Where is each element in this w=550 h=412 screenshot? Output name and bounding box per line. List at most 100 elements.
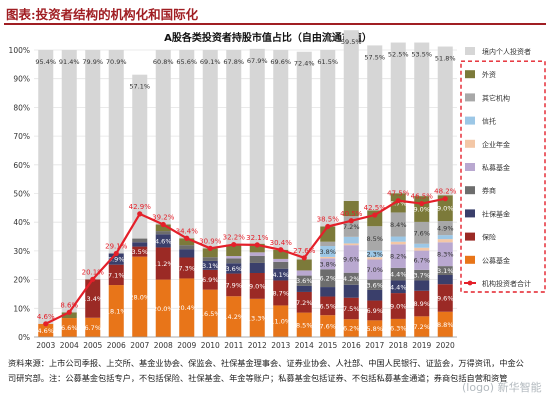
- line-point: [231, 241, 237, 248]
- data-label: 2.3%: [366, 250, 383, 258]
- bar-segment: [249, 255, 265, 263]
- data-label: 3.8%: [319, 260, 336, 268]
- legend-swatch: [465, 186, 475, 195]
- legend-swatch: [465, 163, 475, 171]
- bar-segment: [390, 293, 406, 319]
- data-label: 3.6%: [225, 265, 242, 273]
- data-label: 6.9%: [366, 307, 383, 315]
- data-label: 20.4%: [176, 304, 197, 312]
- bar-segment: [132, 238, 148, 243]
- data-label: 61.5%: [317, 58, 338, 66]
- bar-segment: [273, 280, 289, 306]
- bar-segment: [108, 253, 124, 265]
- line-point: [43, 321, 49, 327]
- line-label: 42.5%: [364, 204, 387, 212]
- line-point: [207, 245, 213, 251]
- bar-segment: [61, 50, 77, 313]
- bar-segment: [38, 50, 54, 324]
- bar-segment: [367, 259, 383, 280]
- line-point: [278, 247, 284, 253]
- data-label: 57.1%: [129, 83, 150, 91]
- line-label: 32.1%: [246, 234, 269, 242]
- data-label: 6.2%: [319, 275, 336, 283]
- bar-segment: [179, 278, 195, 337]
- data-label: 4.2%: [343, 275, 360, 283]
- bar-segment: [296, 270, 312, 276]
- data-label: 11.2%: [153, 260, 174, 268]
- bar-segment: [437, 239, 453, 243]
- y-tick-label: 40%: [13, 218, 30, 227]
- data-label: 4.1%: [272, 271, 289, 279]
- bar-segment: [390, 267, 406, 281]
- legend-swatch: [465, 47, 475, 55]
- y-tick-label: 60%: [13, 161, 30, 170]
- bar-segment: [226, 296, 242, 337]
- legend-label: 其它机构: [482, 93, 510, 102]
- data-label: 20.0%: [153, 305, 174, 313]
- figure-title: 图表:投资者结构的机构化和国际化: [6, 7, 199, 22]
- y-tick-label: 30%: [13, 247, 30, 256]
- data-label: 13.3%: [247, 314, 268, 322]
- bar-segment: [273, 261, 289, 269]
- data-label: 6.9%: [202, 276, 219, 284]
- data-label: 79.9%: [82, 58, 103, 66]
- line-point: [254, 242, 260, 248]
- bar-segment: [296, 51, 312, 260]
- data-label: 3.5%: [131, 248, 148, 256]
- bar-segment: [226, 273, 242, 297]
- bar-segment: [320, 246, 336, 257]
- bar-segment: [320, 315, 336, 337]
- legend: 境内个人投资者外资其它机构信托企业年金私募基金券商社保基金保险公募基金机构投资者…: [460, 47, 546, 293]
- data-label: 95.4%: [35, 58, 56, 66]
- bar-segment: [296, 259, 312, 271]
- bar-segment: [414, 290, 430, 317]
- bar-segment: [249, 272, 265, 299]
- bar-segment: [343, 297, 359, 320]
- bar-segment: [343, 319, 359, 337]
- data-label: 8.8%: [437, 321, 454, 329]
- data-label: 67.9%: [247, 57, 268, 65]
- bar-segment: [273, 258, 289, 262]
- data-label: 7.2%: [296, 299, 313, 307]
- line-label: 27.6%: [293, 247, 316, 255]
- bar-segment: [108, 285, 124, 337]
- data-label: 6.6%: [61, 324, 78, 332]
- line-point: [395, 198, 401, 204]
- bar-segment: [437, 311, 453, 337]
- data-label: 72.4%: [294, 60, 315, 68]
- bar-segment: [414, 280, 430, 291]
- bar-segment: [343, 284, 359, 298]
- line-point: [442, 196, 448, 202]
- data-label: 65.6%: [176, 58, 197, 66]
- bar-segment: [367, 257, 383, 260]
- data-label: 11.0%: [270, 318, 291, 326]
- line-label: 39.2%: [152, 213, 175, 221]
- bar-segment: [414, 42, 430, 197]
- data-label: 7.2%: [413, 323, 430, 331]
- line-point: [90, 276, 96, 282]
- data-label: 8.5%: [366, 235, 383, 243]
- bar-segment: [226, 258, 242, 264]
- bar-segment: [437, 284, 453, 312]
- bar-segment: [202, 248, 218, 258]
- y-tick-label: 100%: [9, 46, 30, 55]
- data-label: 8.7%: [272, 289, 289, 297]
- bar-segment: [296, 312, 312, 337]
- data-label: 7.1%: [108, 271, 125, 279]
- bar-segment: [414, 316, 430, 337]
- x-tick-label: 2016: [342, 341, 361, 350]
- y-tick-label: 10%: [13, 304, 30, 313]
- data-label: 3.1%: [437, 267, 454, 275]
- data-label: 28.0%: [129, 293, 150, 301]
- bar-segment: [390, 318, 406, 337]
- bar-segment: [414, 243, 430, 248]
- legend-swatch: [465, 116, 475, 125]
- bar-segment: [414, 269, 430, 281]
- line-label: 40.5%: [340, 210, 363, 218]
- bar-segment: [367, 279, 383, 290]
- y-tick-label: 0%: [18, 333, 30, 342]
- bar-segment: [273, 50, 289, 250]
- line-point: [184, 235, 190, 241]
- x-tick-label: 2005: [83, 341, 102, 350]
- x-tick-label: 2018: [389, 341, 408, 350]
